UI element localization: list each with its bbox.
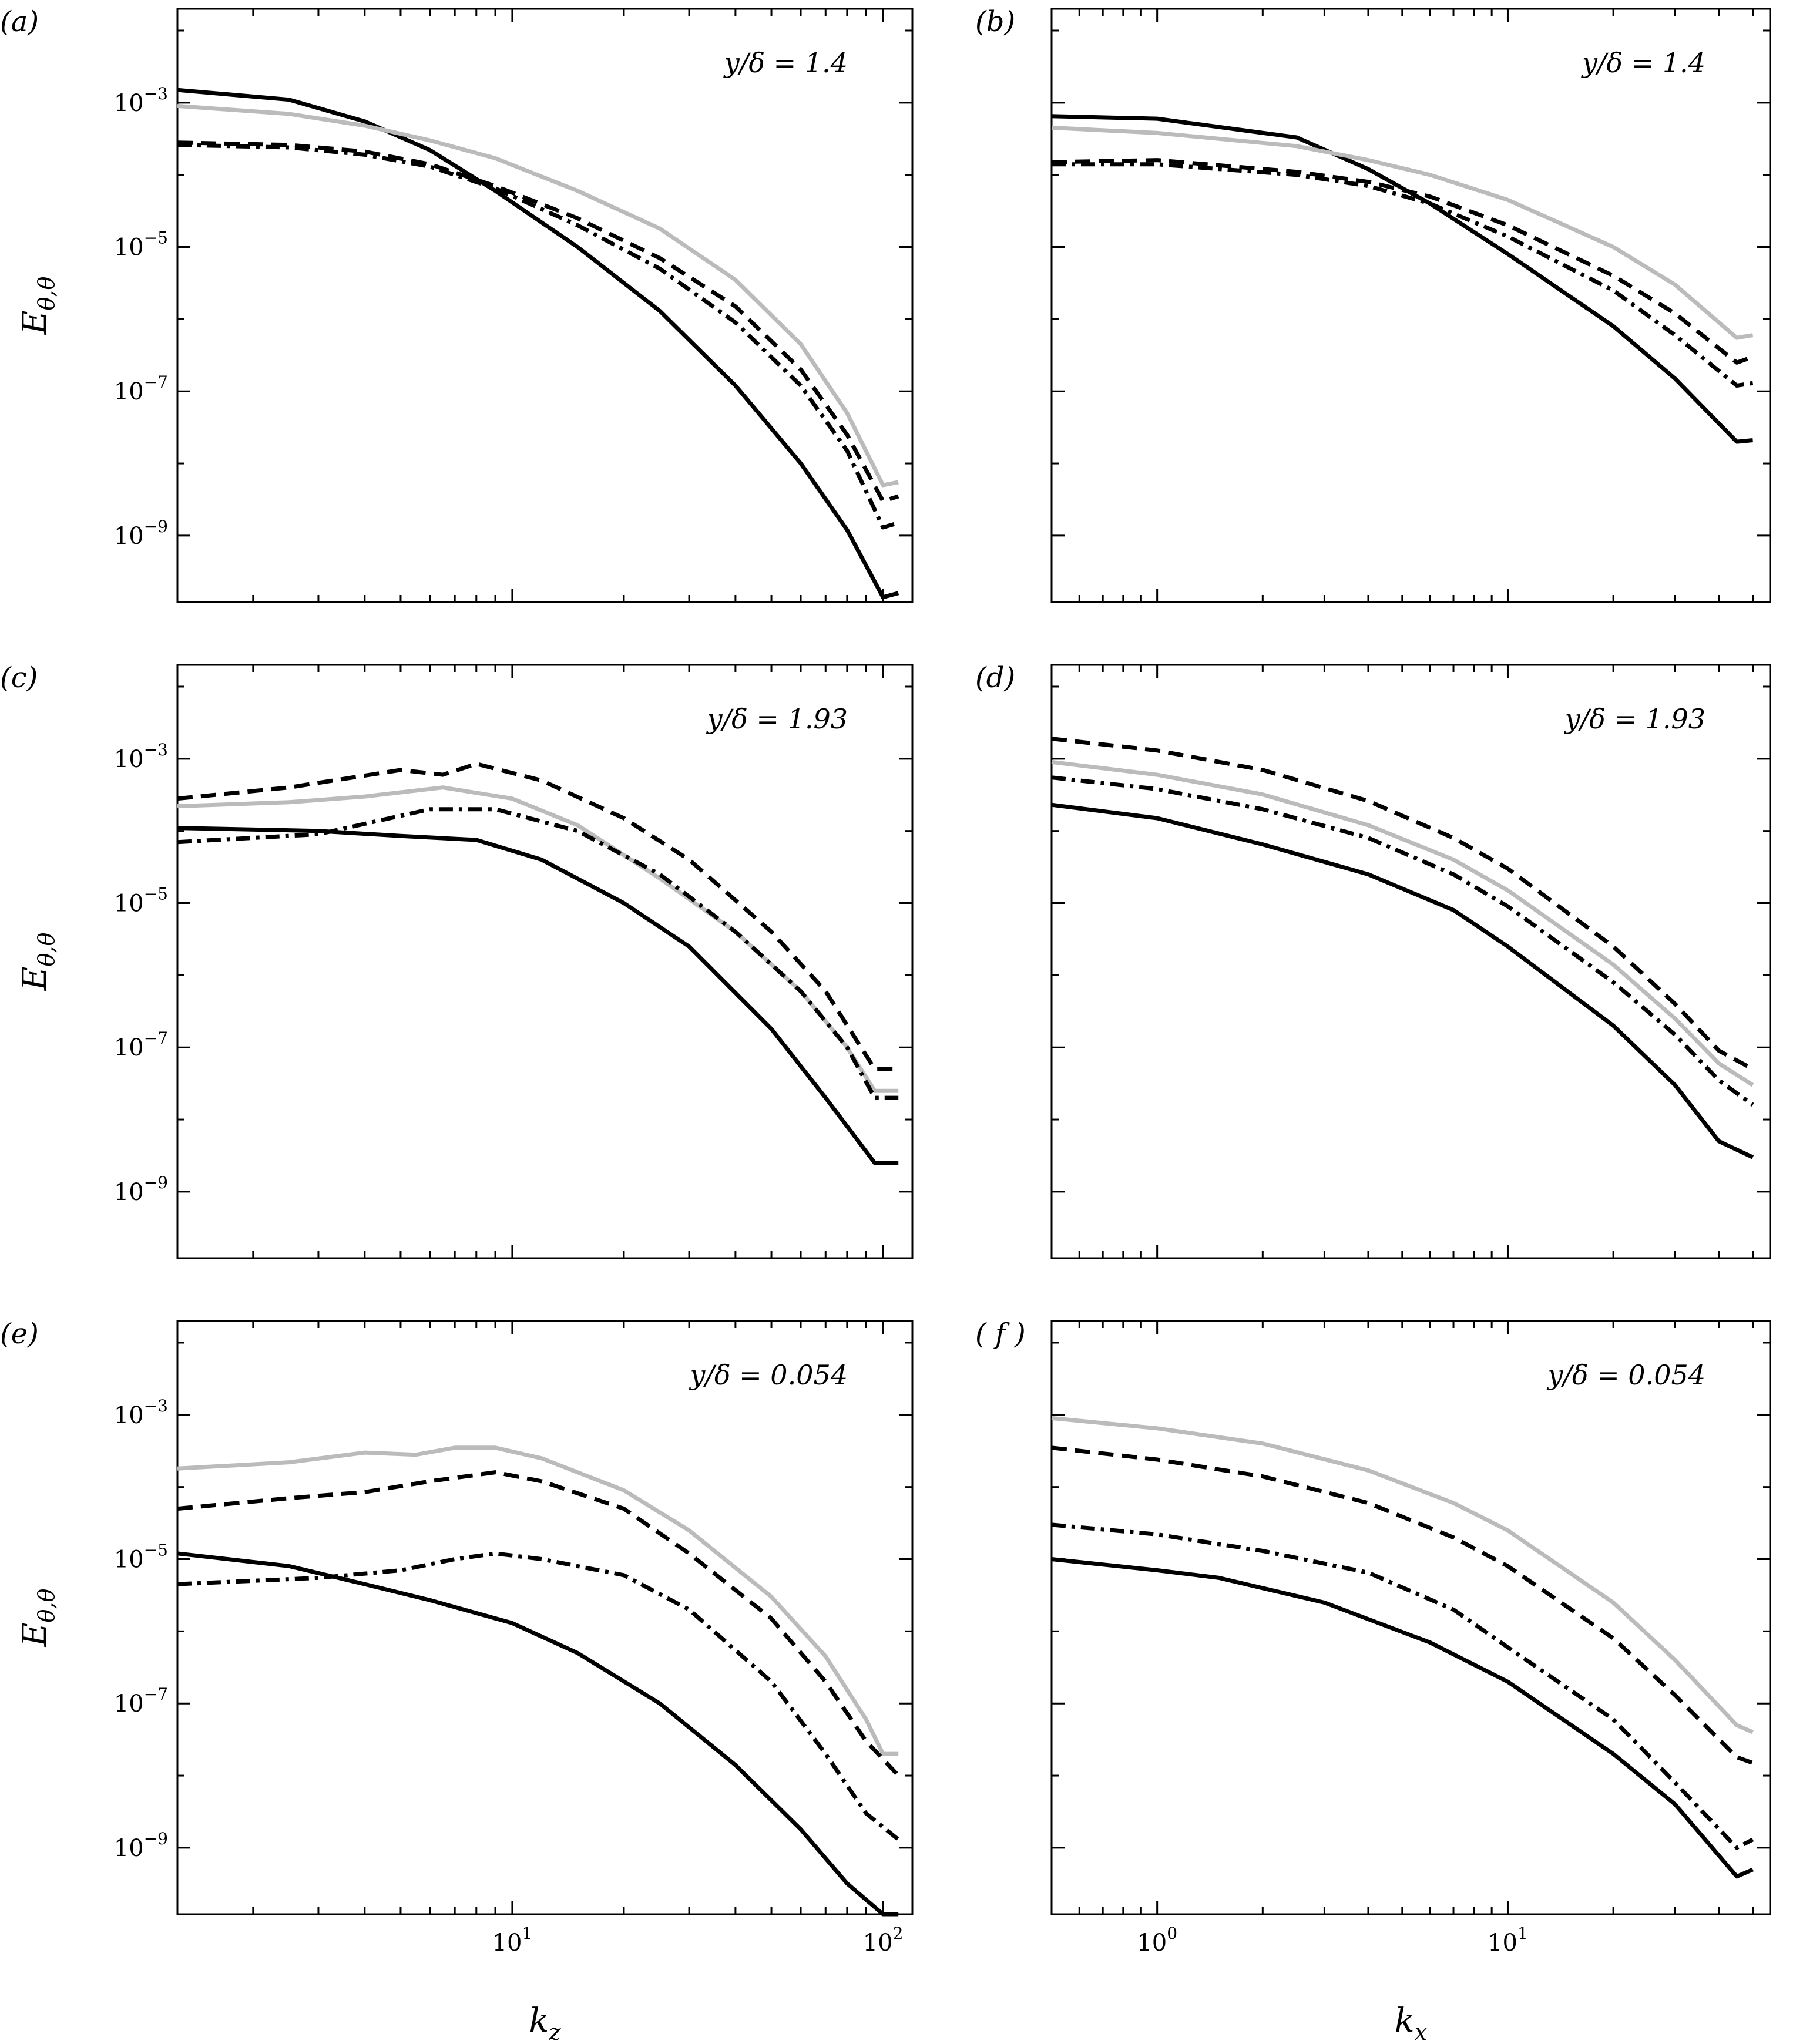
series-gray <box>1051 1416 1754 1734</box>
panel-label: ( f ) <box>975 1317 1026 1350</box>
series-dashed <box>1051 158 1754 365</box>
y-tick-label: 10−9 <box>114 1173 168 1206</box>
series-solid-black <box>1051 802 1754 1159</box>
series-gray <box>177 1445 899 1756</box>
x-axis-title: kz <box>529 2002 562 2044</box>
series-dashdot <box>177 807 899 1100</box>
series-dashdot <box>177 143 899 530</box>
plot-frame <box>176 8 914 603</box>
y-tick-label: 10−3 <box>114 84 168 117</box>
y-tick-label: 10−9 <box>114 517 168 550</box>
series-dashdot <box>1051 775 1754 1107</box>
panel-c: 10−3 10−5 10−7 10−9 (c) y/δ = 1.93 Eθ,θ <box>0 661 914 1259</box>
plot-frame <box>176 1320 914 1915</box>
panel-e: 10−3 10−5 10−7 10−9 101 102 (e) y/δ = 0.054 Eθ,θ… <box>0 1317 914 2044</box>
series-gray <box>1051 125 1754 340</box>
series-dashdot <box>1051 1522 1754 1850</box>
series-dashdot <box>177 1551 900 1841</box>
height-annotation: y/δ = 1.93 <box>706 703 848 735</box>
series-dashed <box>177 762 899 1071</box>
panel-label: (b) <box>975 5 1015 38</box>
x-tick-label: 102 <box>863 1924 904 1956</box>
series-dashed <box>177 1470 900 1777</box>
x-tick-label: 100 <box>1137 1924 1177 1956</box>
series-gray <box>1051 759 1754 1087</box>
panel-label: (c) <box>0 661 38 694</box>
series-gray <box>177 103 899 488</box>
series-gray <box>177 785 899 1093</box>
plot-frame <box>1050 1320 1771 1915</box>
plot-frame <box>1050 8 1771 603</box>
y-axis-title: Eθ,θ <box>16 933 59 991</box>
height-annotation: y/δ = 0.054 <box>1546 1359 1705 1391</box>
x-tick-label: 101 <box>492 1924 533 1956</box>
panel-d: (d) y/δ = 1.93 <box>975 661 1771 1259</box>
series-dashed <box>177 140 899 503</box>
panel-f: 100 101 ( f ) y/δ = 0.054 kx <box>975 1317 1771 2044</box>
panel-label: (a) <box>0 5 39 38</box>
y-axis-title: Eθ,θ <box>16 277 59 335</box>
series-dashdot <box>1052 162 1754 388</box>
series-solid-black <box>177 826 899 1165</box>
panel-label: (e) <box>0 1317 39 1350</box>
y-tick-label: 10−5 <box>114 885 168 917</box>
panel-label: (d) <box>975 661 1015 694</box>
height-annotation: y/δ = 1.4 <box>1581 47 1705 79</box>
plot-frame <box>1050 664 1771 1259</box>
series-solid-black <box>1051 114 1753 444</box>
y-tick-label: 10−3 <box>114 1396 168 1429</box>
y-axis-title: Eθ,θ <box>16 1589 59 1648</box>
y-tick-label: 10−3 <box>114 740 168 773</box>
height-annotation: y/δ = 1.4 <box>723 47 848 79</box>
plot-frame <box>176 664 914 1259</box>
y-tick-label: 10−5 <box>114 228 168 261</box>
series-solid-black <box>177 1551 899 1917</box>
panel-b: (b) y/δ = 1.4 <box>975 5 1771 603</box>
y-tick-label: 10−5 <box>114 1541 168 1574</box>
x-tick-label: 101 <box>1488 1924 1528 1956</box>
series-solid-black <box>1051 1557 1754 1879</box>
panel-a: 10−3 10−5 10−7 10−9 (a) y/δ = 1.4 Eθ,θ <box>0 5 914 603</box>
height-annotation: y/δ = 0.054 <box>689 1359 848 1391</box>
y-tick-label: 10−7 <box>114 1028 168 1061</box>
y-tick-label: 10−7 <box>114 372 168 405</box>
series-dashed <box>1051 737 1754 1071</box>
y-tick-label: 10−9 <box>114 1829 168 1862</box>
series-solid-black <box>177 88 899 600</box>
height-annotation: y/δ = 1.93 <box>1564 703 1705 735</box>
y-tick-label: 10−7 <box>114 1685 168 1717</box>
x-axis-title: kx <box>1395 2002 1427 2044</box>
series-dashed <box>1051 1445 1754 1765</box>
